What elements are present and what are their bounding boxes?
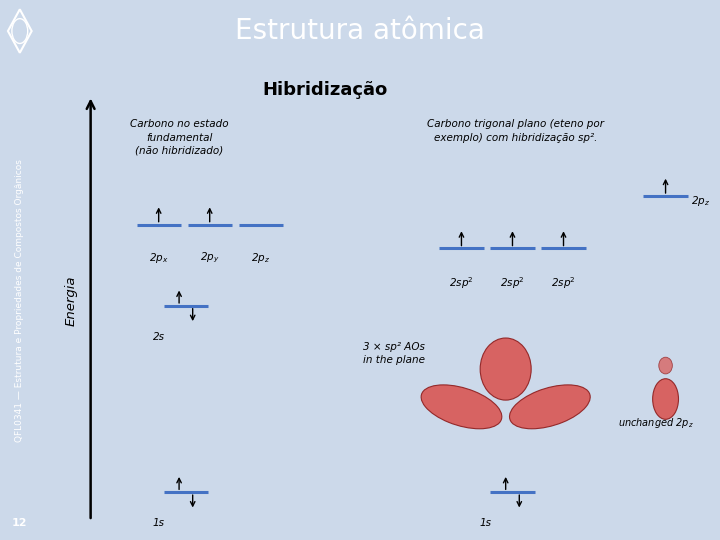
Text: 2p$_z$: 2p$_z$	[251, 251, 270, 265]
Text: 2s: 2s	[153, 332, 165, 342]
Text: Carbono trigonal plano (eteno por
exemplo) com hibridização sp².: Carbono trigonal plano (eteno por exempl…	[428, 119, 604, 143]
Text: 2p$_y$: 2p$_y$	[200, 251, 220, 265]
Text: 2sp$^2$: 2sp$^2$	[449, 275, 474, 291]
Text: 2sp$^2$: 2sp$^2$	[500, 275, 525, 291]
Text: Carbono no estado
fundamental
(não hibridizado): Carbono no estado fundamental (não hibri…	[130, 119, 228, 156]
Ellipse shape	[421, 385, 502, 429]
Text: QFL0341 — Estrutura e Propriedades de Compostos Orgânicos: QFL0341 — Estrutura e Propriedades de Co…	[15, 160, 24, 442]
Ellipse shape	[659, 357, 672, 374]
Text: Energia: Energia	[65, 276, 78, 326]
Ellipse shape	[510, 385, 590, 429]
Ellipse shape	[652, 379, 678, 420]
Text: 1s: 1s	[480, 518, 491, 529]
Text: 12: 12	[12, 518, 27, 528]
Text: 2sp$^2$: 2sp$^2$	[552, 275, 576, 291]
Text: 1s: 1s	[153, 518, 165, 529]
Text: 3 × sp² AOs
in the plane: 3 × sp² AOs in the plane	[363, 342, 425, 365]
Text: Estrutura atômica: Estrutura atômica	[235, 17, 485, 45]
Text: unchanged 2p$_z$: unchanged 2p$_z$	[618, 416, 693, 430]
Text: 2p$_z$: 2p$_z$	[691, 194, 711, 208]
Ellipse shape	[480, 338, 531, 400]
Text: 2p$_x$: 2p$_x$	[149, 251, 168, 265]
Text: Hibridização: Hibridização	[263, 81, 388, 99]
